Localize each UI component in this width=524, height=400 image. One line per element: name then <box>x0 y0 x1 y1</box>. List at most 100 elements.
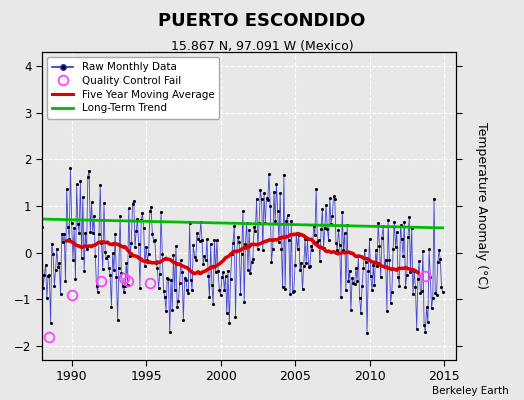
Point <box>82 246 91 253</box>
Point <box>60 231 69 238</box>
Point <box>275 239 283 245</box>
Point <box>334 227 343 233</box>
Point <box>42 295 51 302</box>
Point <box>404 234 412 240</box>
Point <box>212 269 220 276</box>
Point <box>280 172 288 178</box>
Point <box>321 224 329 231</box>
Point <box>315 258 324 264</box>
Point <box>380 263 389 269</box>
Point <box>160 294 169 300</box>
Point <box>105 265 113 272</box>
Point <box>187 277 195 283</box>
Point <box>375 242 384 249</box>
Point <box>355 295 364 301</box>
Point <box>196 219 205 225</box>
Point <box>55 260 63 266</box>
Text: 15.867 N, 97.091 W (Mexico): 15.867 N, 97.091 W (Mexico) <box>171 40 353 53</box>
Point <box>118 282 127 289</box>
Point <box>394 274 402 280</box>
Point <box>266 202 275 209</box>
Point <box>230 222 238 229</box>
Point <box>363 330 371 336</box>
Point <box>54 264 62 270</box>
Point <box>420 322 428 328</box>
Point <box>333 247 342 253</box>
Point <box>65 236 73 242</box>
Point <box>343 222 352 228</box>
Point <box>194 236 202 242</box>
Point <box>135 241 143 247</box>
Point <box>221 273 230 280</box>
Point <box>402 272 411 278</box>
Legend: Raw Monthly Data, Quality Control Fail, Five Year Moving Average, Long-Term Tren: Raw Monthly Data, Quality Control Fail, … <box>47 57 220 118</box>
Point <box>240 299 248 305</box>
Point <box>205 294 214 300</box>
Point <box>214 268 222 274</box>
Point <box>317 226 325 232</box>
Point <box>436 256 444 262</box>
Point <box>165 276 173 283</box>
Point <box>74 221 82 227</box>
Point <box>150 237 159 243</box>
Point <box>422 304 431 311</box>
Point <box>122 260 130 266</box>
Point <box>111 231 119 237</box>
Point <box>224 268 232 274</box>
Point <box>307 243 315 249</box>
Point <box>184 290 192 296</box>
Point <box>99 265 107 272</box>
Point <box>188 286 196 293</box>
Point <box>142 244 150 250</box>
Point <box>51 267 60 274</box>
Point <box>325 195 334 202</box>
Point <box>357 310 365 316</box>
Point <box>352 265 360 272</box>
Point <box>204 272 212 279</box>
Point <box>400 218 408 225</box>
Point <box>395 282 403 289</box>
Point <box>364 268 373 274</box>
Point <box>127 240 136 246</box>
Point <box>129 198 138 204</box>
Point <box>116 213 124 220</box>
Point <box>81 230 90 236</box>
Point <box>179 317 188 324</box>
Point <box>126 253 134 259</box>
Point <box>433 259 442 265</box>
Point <box>282 218 291 224</box>
Point <box>243 220 251 226</box>
Point <box>45 272 53 278</box>
Y-axis label: Temperature Anomaly (°C): Temperature Anomaly (°C) <box>475 122 488 290</box>
Point <box>167 276 175 283</box>
Point <box>133 215 141 222</box>
Point <box>241 240 249 247</box>
Point <box>327 220 335 227</box>
Point <box>301 236 309 242</box>
Point <box>342 287 350 294</box>
Point <box>435 247 443 253</box>
Point <box>260 189 268 196</box>
Point <box>158 251 167 257</box>
Point <box>429 295 437 302</box>
Point <box>152 259 160 266</box>
Point <box>231 314 239 320</box>
Point <box>386 300 395 306</box>
Point <box>155 284 163 291</box>
Point <box>119 289 128 295</box>
Point <box>202 257 210 263</box>
Point <box>310 223 318 229</box>
Point <box>312 186 320 192</box>
Point <box>107 304 116 310</box>
Point <box>293 246 302 252</box>
Point <box>270 188 278 195</box>
Point <box>157 209 165 215</box>
Point <box>209 300 217 307</box>
Point <box>131 244 139 250</box>
Point <box>220 286 228 293</box>
Point <box>331 196 339 202</box>
Point <box>239 208 247 214</box>
Point <box>419 248 427 254</box>
Point <box>137 217 145 223</box>
Point <box>388 289 396 296</box>
